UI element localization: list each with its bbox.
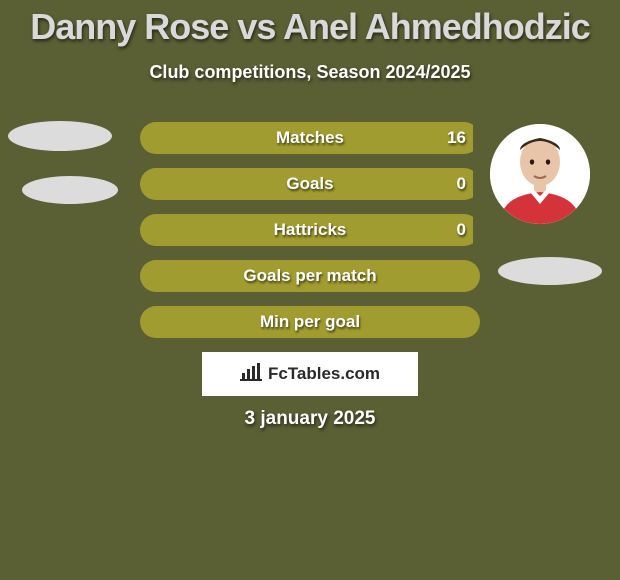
stat-row: Min per goal	[140, 306, 480, 338]
page-subtitle: Club competitions, Season 2024/2025	[0, 62, 620, 83]
stat-right-value: 0	[457, 220, 466, 240]
brand-text: FcTables.com	[268, 364, 380, 384]
stat-row: Hattricks 0	[140, 214, 480, 246]
stat-label: Goals per match	[243, 266, 376, 286]
stat-label: Min per goal	[260, 312, 360, 332]
stat-label: Hattricks	[274, 220, 347, 240]
stat-label: Goals	[286, 174, 333, 194]
player-avatar	[490, 124, 590, 224]
stat-label: Matches	[276, 128, 344, 148]
stat-row: Goals per match	[140, 260, 480, 292]
stat-right-value: 0	[457, 174, 466, 194]
comparison-bars: Matches 16 Goals 0 Hattricks 0 Goals per match…	[140, 122, 480, 352]
brand-box: FcTables.com	[202, 352, 418, 396]
page-title: Danny Rose vs Anel Ahmedhodzic	[0, 0, 620, 48]
stat-right-fill	[473, 168, 480, 200]
stat-right-value: 16	[447, 128, 466, 148]
bar-chart-icon	[240, 363, 262, 386]
stat-right-fill	[473, 214, 480, 246]
player-blob	[22, 176, 118, 204]
date-label: 3 january 2025	[0, 408, 620, 430]
player-blob	[498, 257, 602, 285]
stat-right-fill	[473, 122, 480, 154]
stat-row: Goals 0	[140, 168, 480, 200]
stat-row: Matches 16	[140, 122, 480, 154]
player-blob	[8, 121, 112, 151]
